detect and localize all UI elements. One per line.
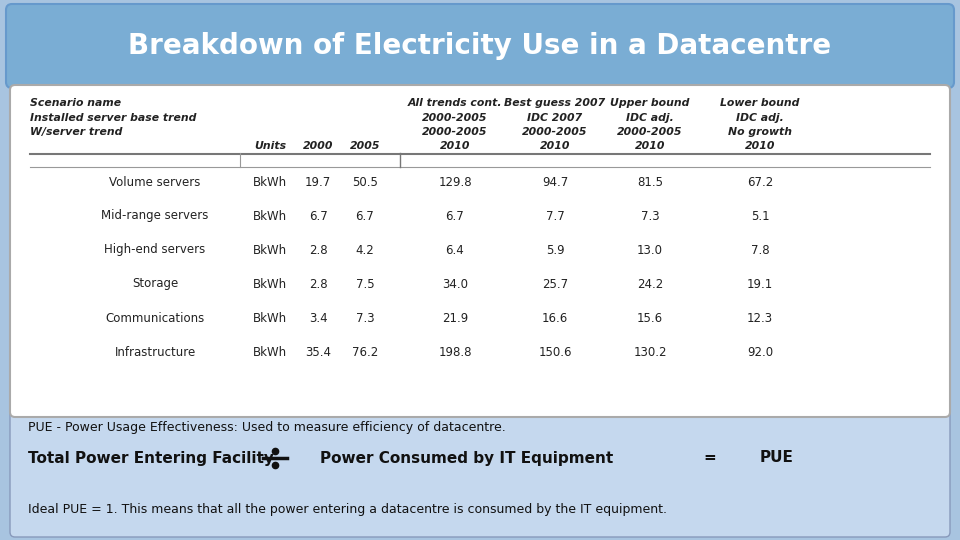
- Text: Power Consumed by IT Equipment: Power Consumed by IT Equipment: [320, 450, 613, 465]
- Text: 35.4: 35.4: [305, 346, 331, 359]
- Text: Ideal PUE = 1. This means that all the power entering a datacentre is consumed b: Ideal PUE = 1. This means that all the p…: [28, 503, 667, 516]
- Text: 6.7: 6.7: [445, 210, 465, 222]
- Text: 6.7: 6.7: [355, 210, 374, 222]
- Text: 2.8: 2.8: [309, 278, 327, 291]
- Text: 2000: 2000: [302, 141, 333, 151]
- Text: 7.7: 7.7: [545, 210, 564, 222]
- Text: IDC adj.: IDC adj.: [736, 113, 784, 123]
- Text: PUE: PUE: [760, 450, 794, 465]
- Text: 94.7: 94.7: [541, 176, 568, 188]
- Text: Communications: Communications: [106, 312, 204, 325]
- Text: 2000-2005: 2000-2005: [422, 113, 488, 123]
- Text: 150.6: 150.6: [539, 346, 572, 359]
- Text: 6.4: 6.4: [445, 244, 465, 256]
- Text: =: =: [704, 450, 716, 465]
- Text: 198.8: 198.8: [439, 346, 471, 359]
- Text: Upper bound: Upper bound: [611, 98, 689, 108]
- Text: 24.2: 24.2: [636, 278, 663, 291]
- Text: 2000-2005: 2000-2005: [617, 127, 683, 137]
- Text: 12.3: 12.3: [747, 312, 773, 325]
- FancyBboxPatch shape: [10, 409, 950, 537]
- Text: 2000-2005: 2000-2005: [422, 127, 488, 137]
- Text: 15.6: 15.6: [636, 312, 663, 325]
- Text: 3.4: 3.4: [309, 312, 327, 325]
- Text: 19.1: 19.1: [747, 278, 773, 291]
- Text: 7.3: 7.3: [356, 312, 374, 325]
- Text: IDC adj.: IDC adj.: [626, 113, 674, 123]
- Text: 13.0: 13.0: [637, 244, 663, 256]
- Text: 81.5: 81.5: [637, 176, 663, 188]
- Text: 92.0: 92.0: [747, 346, 773, 359]
- Text: Lower bound: Lower bound: [720, 98, 800, 108]
- Text: Total Power Entering Facility: Total Power Entering Facility: [28, 450, 274, 465]
- Text: Breakdown of Electricity Use in a Datacentre: Breakdown of Electricity Use in a Datace…: [129, 32, 831, 60]
- Text: 2010: 2010: [540, 141, 570, 151]
- Text: 16.6: 16.6: [541, 312, 568, 325]
- Text: 2010: 2010: [440, 141, 470, 151]
- Text: PUE - Power Usage Effectiveness: Used to measure efficiency of datacentre.: PUE - Power Usage Effectiveness: Used to…: [28, 422, 506, 435]
- Text: BkWh: BkWh: [252, 244, 287, 256]
- Text: No growth: No growth: [728, 127, 792, 137]
- Text: 50.5: 50.5: [352, 176, 378, 188]
- Text: 19.7: 19.7: [305, 176, 331, 188]
- Text: 21.9: 21.9: [442, 312, 468, 325]
- Text: Best guess 2007: Best guess 2007: [504, 98, 606, 108]
- Text: BkWh: BkWh: [252, 210, 287, 222]
- Text: IDC 2007: IDC 2007: [527, 113, 583, 123]
- Text: Units: Units: [254, 141, 286, 151]
- Text: 67.2: 67.2: [747, 176, 773, 188]
- Text: 6.7: 6.7: [308, 210, 327, 222]
- Text: 76.2: 76.2: [352, 346, 378, 359]
- FancyBboxPatch shape: [10, 85, 950, 417]
- Text: BkWh: BkWh: [252, 176, 287, 188]
- Text: Scenario name: Scenario name: [30, 98, 121, 108]
- Text: 25.7: 25.7: [542, 278, 568, 291]
- Text: BkWh: BkWh: [252, 312, 287, 325]
- Text: Mid-range servers: Mid-range servers: [102, 210, 208, 222]
- Text: Volume servers: Volume servers: [109, 176, 201, 188]
- Text: 2.8: 2.8: [309, 244, 327, 256]
- FancyBboxPatch shape: [6, 4, 954, 88]
- Text: 5.1: 5.1: [751, 210, 769, 222]
- Text: Storage: Storage: [132, 278, 179, 291]
- Text: 7.3: 7.3: [640, 210, 660, 222]
- Text: 2000-2005: 2000-2005: [522, 127, 588, 137]
- Text: 130.2: 130.2: [634, 346, 667, 359]
- Text: 129.8: 129.8: [438, 176, 471, 188]
- Text: 7.8: 7.8: [751, 244, 769, 256]
- Text: BkWh: BkWh: [252, 346, 287, 359]
- Text: 4.2: 4.2: [355, 244, 374, 256]
- Text: Infrastructure: Infrastructure: [114, 346, 196, 359]
- Text: High-end servers: High-end servers: [105, 244, 205, 256]
- Text: 2010: 2010: [745, 141, 776, 151]
- Text: 5.9: 5.9: [545, 244, 564, 256]
- Text: W/server trend: W/server trend: [30, 127, 122, 137]
- Text: All trends cont.: All trends cont.: [408, 98, 502, 108]
- Text: Installed server base trend: Installed server base trend: [30, 113, 197, 123]
- Text: 7.5: 7.5: [356, 278, 374, 291]
- Text: 2005: 2005: [349, 141, 380, 151]
- Text: 34.0: 34.0: [442, 278, 468, 291]
- Text: BkWh: BkWh: [252, 278, 287, 291]
- Text: 2010: 2010: [635, 141, 665, 151]
